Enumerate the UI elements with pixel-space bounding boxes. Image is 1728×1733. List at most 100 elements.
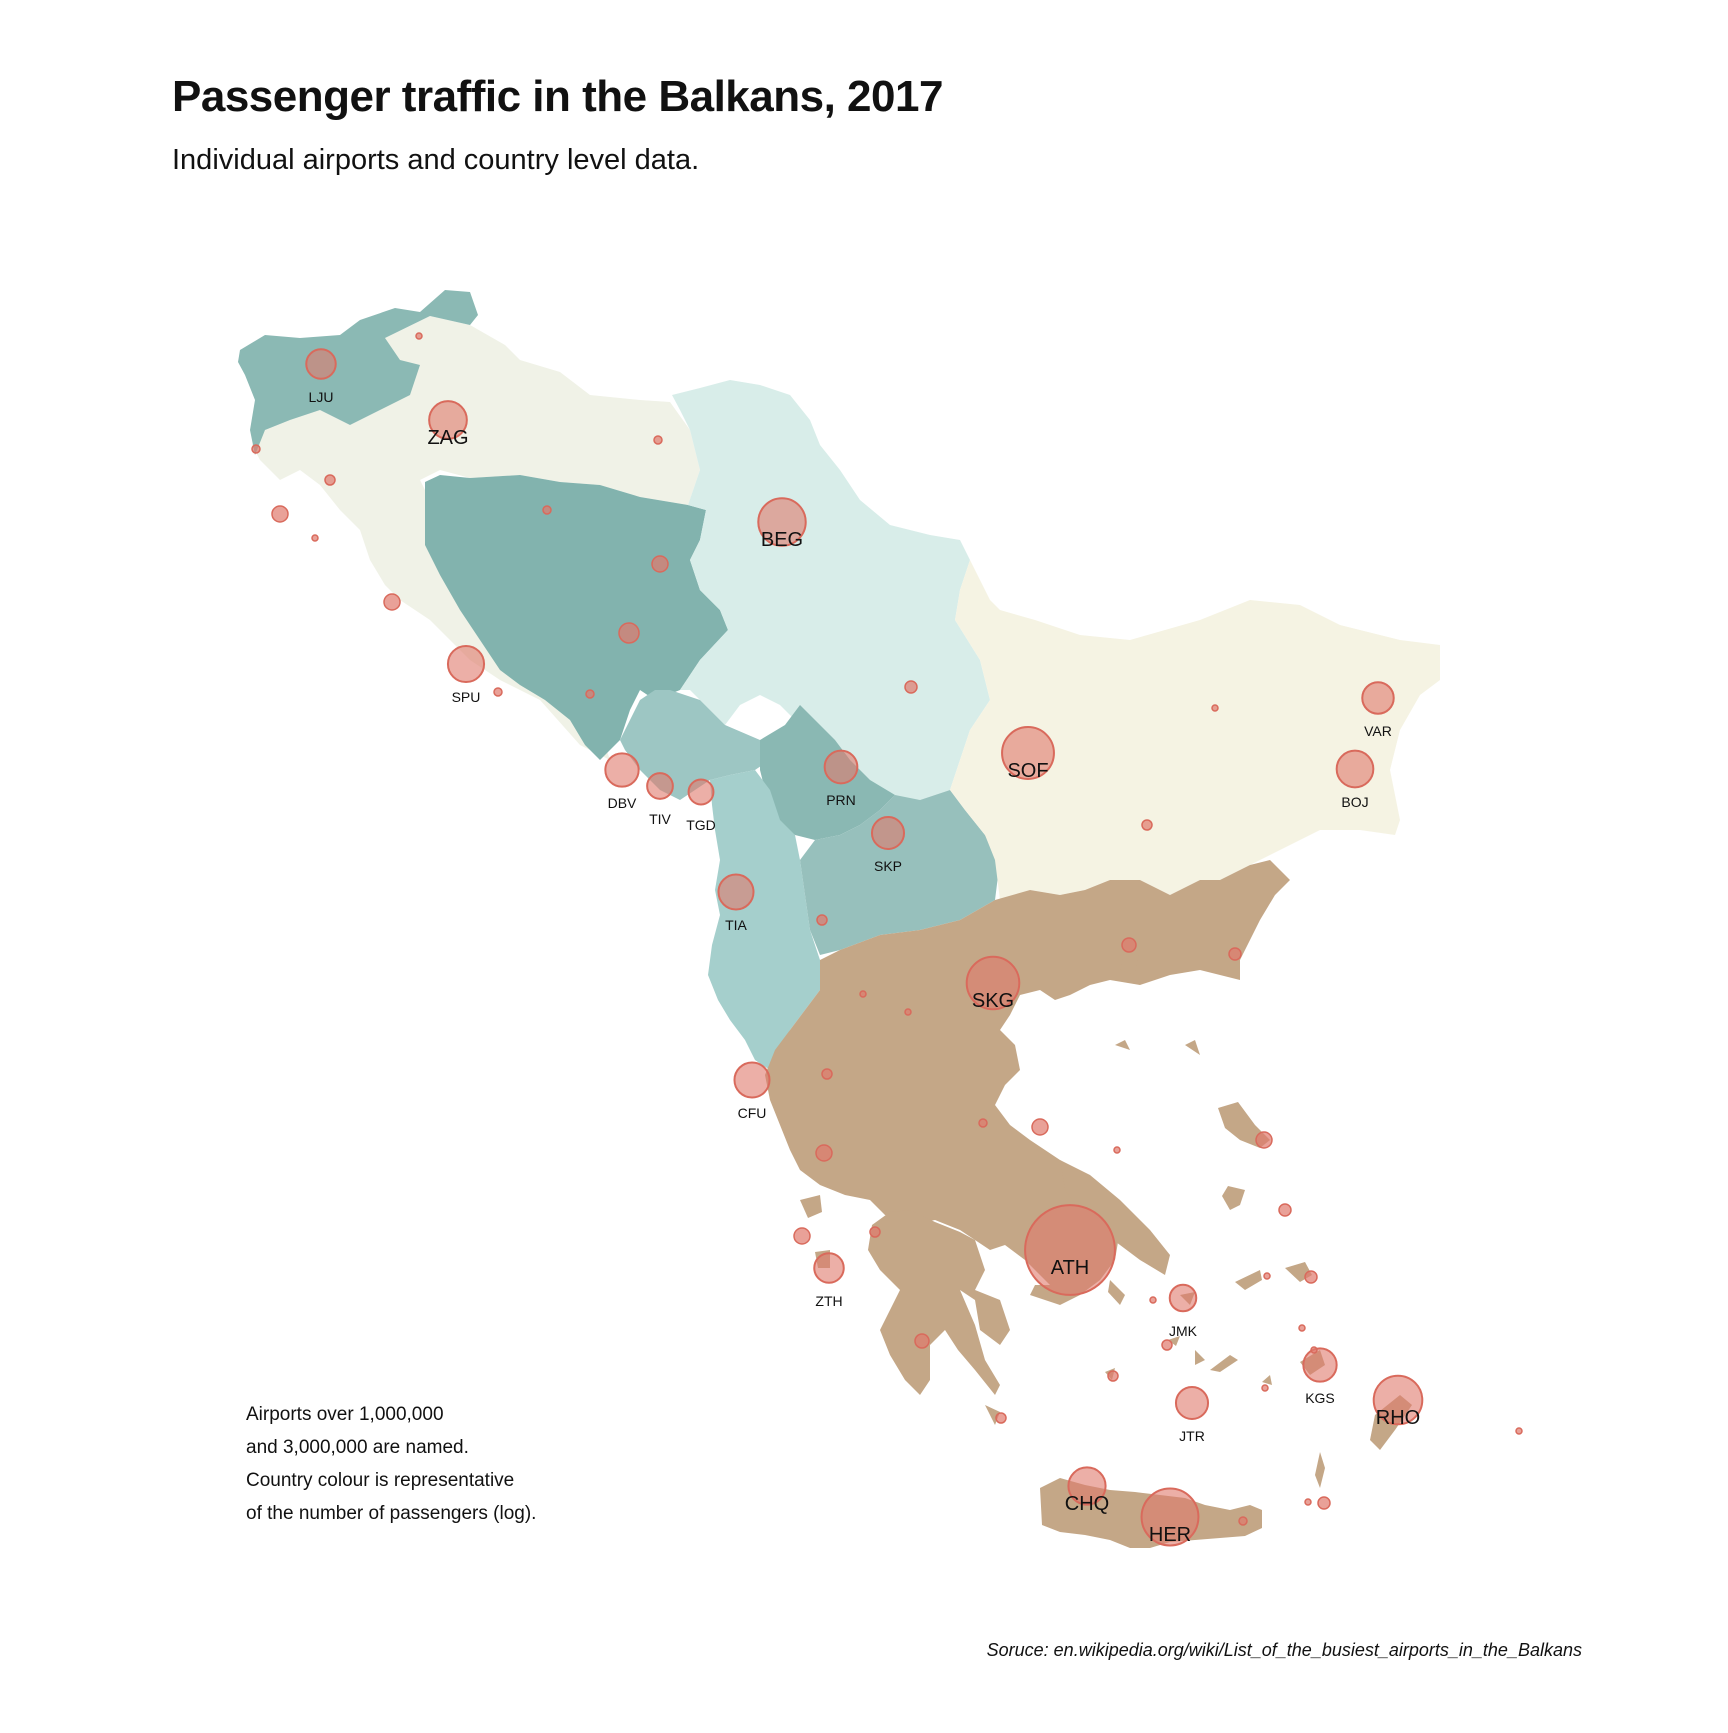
minor-airport-dot [383,593,401,611]
minor-airport-dot [1141,819,1153,831]
minor-airport-dot [1310,1346,1318,1354]
airport-bubble-boj [1335,749,1375,789]
country-bosnia [425,475,728,760]
airport-label-dbv: DBV [608,795,637,811]
airport-bubble-jtr [1174,1385,1210,1421]
minor-airport-dot [618,622,640,644]
minor-airport-dot [1304,1270,1318,1284]
airport-bubble-skg [965,955,1021,1011]
airport-labels: ATH SKG HER SOF BEG RHO ZAG CHQ SPU TIA CFU DBV KGS B… [309,389,1421,1546]
airport-label-boj: BOJ [1341,794,1368,810]
minor-airport-dot [542,505,552,515]
annotation-note: Airports over 1,000,000 and 3,000,000 ar… [246,1398,536,1530]
airport-label-zag: ZAG [427,427,468,449]
airport-label-zth: ZTH [815,1293,842,1309]
minor-airport-dot [815,1144,833,1162]
country-slovenia [238,290,478,455]
airport-markers [305,348,1424,1547]
minor-airport-dot [914,1333,930,1349]
minor-airport-markers [251,332,1523,1526]
minor-airport-dot [1228,947,1242,961]
airport-bubble-prn [823,749,859,785]
airport-bubble-tgd [687,778,715,806]
airport-bubble-beg [757,497,807,547]
airport-bubble-var [1361,681,1395,715]
minor-airport-dot [311,534,319,542]
minor-airport-dot [271,505,289,523]
minor-airport-dot [1211,704,1219,712]
airport-bubble-zth [813,1252,845,1284]
airport-bubble-sof [1001,726,1055,780]
airport-label-jtr: JTR [1179,1428,1205,1444]
note-line: Airports over 1,000,000 [246,1404,444,1425]
subtitle: Individual airports and country level da… [172,144,700,176]
country-croatia [252,316,700,760]
airport-bubble-jmk [1168,1283,1198,1313]
source-caption: Soruce: en.wikipedia.org/wiki/List_of_th… [986,1640,1582,1660]
airport-bubble-tiv [646,772,674,800]
minor-airport-dot [904,1008,912,1016]
minor-airport-dot [1161,1339,1173,1351]
airport-label-sof: SOF [1007,760,1048,782]
airport-label-cfu: CFU [738,1105,767,1121]
airport-bubble-tia [717,873,755,911]
airport-bubble-spu [446,644,486,684]
airport-bubble-dbv [604,752,640,788]
note-line: and 3,000,000 are named. [246,1437,469,1458]
page-title: Passenger traffic in the Balkans, 2017 [172,72,943,121]
minor-airport-dot [869,1226,881,1238]
minor-airport-dot [1304,1498,1312,1506]
minor-airport-dot [1278,1203,1292,1217]
airport-bubble-ath [1024,1204,1116,1296]
airport-label-tgd: TGD [686,817,716,833]
airport-label-skg: SKG [972,990,1014,1012]
airport-bubble-her [1140,1487,1200,1547]
minor-airport-dot [1107,1370,1119,1382]
country-north-macedonia [800,790,1000,955]
minor-airport-dot [1238,1516,1248,1526]
minor-airport-dot [816,914,828,926]
note-line: of the number of passengers (log). [246,1503,537,1524]
minor-airport-dot [251,444,261,454]
minor-airport-dot [1149,1296,1157,1304]
airport-label-skp: SKP [874,858,902,874]
minor-airport-dot [1317,1496,1331,1510]
minor-airport-dot [653,435,663,445]
country-greece-mainland [765,860,1290,1305]
minor-airport-dot [1515,1427,1523,1435]
airport-bubble-chq [1067,1466,1107,1506]
minor-airport-dot [904,680,918,694]
airport-label-tiv: TIV [649,811,671,827]
minor-airport-dot [1031,1118,1049,1136]
minor-airport-dot [1121,937,1137,953]
airport-label-ath: ATH [1051,1257,1090,1279]
airport-label-her: HER [1149,1524,1191,1546]
country-serbia [672,380,990,800]
airport-bubble-zag [428,400,468,440]
airport-label-kgs: KGS [1305,1390,1335,1406]
airport-label-beg: BEG [761,529,803,551]
minor-airport-dot [793,1227,811,1245]
minor-airport-dot [493,687,503,697]
airport-label-spu: SPU [452,689,481,705]
country-greece-peloponnese [868,1210,1010,1395]
airport-label-jmk: JMK [1169,1323,1198,1339]
airport-bubble-cfu [733,1061,771,1099]
minor-airport-dot [859,990,867,998]
minor-airport-dot [585,689,595,699]
airport-label-tia: TIA [725,917,747,933]
country-albania [708,770,820,1070]
minor-airport-dot [415,332,423,340]
country-greece-euboea [1060,1160,1170,1275]
minor-airport-dot [1255,1131,1273,1149]
airport-label-var: VAR [1364,723,1392,739]
airport-label-rho: RHO [1376,1407,1420,1429]
minor-airport-dot [978,1118,988,1128]
airport-bubble-rho [1372,1374,1424,1426]
airport-bubble-kgs [1302,1347,1338,1383]
airport-label-lju: LJU [309,389,334,405]
minor-airport-dot [324,474,336,486]
airport-bubble-skp [870,815,906,851]
